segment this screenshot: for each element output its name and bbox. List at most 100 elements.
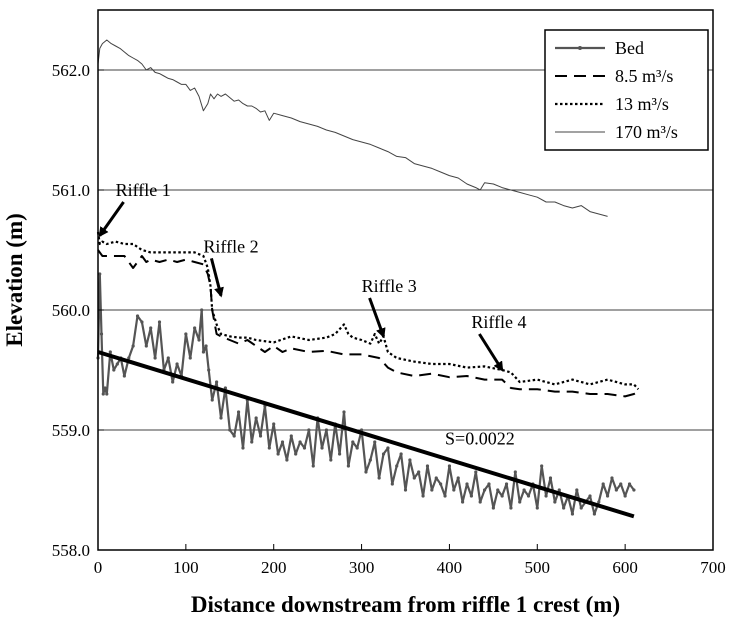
y-tick-label-0: 558.0 <box>52 541 90 560</box>
bed-point-1 <box>98 272 102 276</box>
plot-annotations: Riffle 1 Riffle 2 Riffle 3 Riffle 4 S=0.0022 <box>98 180 527 448</box>
annotation-arrow-0 <box>98 201 125 238</box>
x-axis-title: Distance downstream from riffle 1 crest … <box>191 592 620 617</box>
bed-point-119 <box>592 512 596 516</box>
x-tick-label-5: 500 <box>525 558 551 577</box>
trend-line <box>97 350 635 519</box>
bed-point-78 <box>412 476 416 480</box>
bed-point-58 <box>324 428 329 432</box>
bed-point-45 <box>267 446 271 450</box>
bed-point-127 <box>627 482 632 486</box>
bed-point-93 <box>478 500 482 504</box>
bed-point-85 <box>443 494 447 498</box>
bed-point-24 <box>184 332 188 336</box>
bed-point-28 <box>200 308 204 312</box>
bed-point-87 <box>452 488 456 492</box>
bed-point-59 <box>329 458 333 462</box>
bed-point-114 <box>570 512 575 516</box>
bed-point-30 <box>204 344 208 348</box>
bed-point-25 <box>188 356 192 360</box>
bed-point-83 <box>434 476 438 480</box>
bed-point-2 <box>99 332 104 336</box>
bed-point-42 <box>254 416 258 420</box>
bed-point-53 <box>302 446 307 450</box>
series-thin-line <box>97 39 608 217</box>
bed-point-88 <box>456 476 460 480</box>
bed-point-7 <box>112 368 116 372</box>
bed-point-122 <box>605 494 610 498</box>
bed-point-104 <box>526 494 531 498</box>
bed-point-33 <box>215 380 219 384</box>
bed-point-86 <box>447 464 452 468</box>
bed-point-126 <box>623 494 627 498</box>
bed-point-112 <box>562 506 566 510</box>
legend-label-1: 8.5 m³/s <box>615 66 673 86</box>
series-dotted-line <box>96 231 640 390</box>
x-tick-label-2: 200 <box>261 558 287 577</box>
annotation-arrow-3 <box>478 333 504 372</box>
plot-ticks: 0 100 200 300 400 500 600 700 558.0 559.0 560.0 561… <box>52 61 726 577</box>
bed-point-91 <box>469 494 473 498</box>
bed-point-75 <box>399 452 403 456</box>
x-tick-label-7: 700 <box>700 558 726 577</box>
bed-point-12 <box>131 344 135 348</box>
bed-point-97 <box>496 488 500 492</box>
bed-point-48 <box>280 440 285 444</box>
bed-point-124 <box>614 488 618 492</box>
bed-point-72 <box>386 446 390 450</box>
legend-label-2: 13 m³/s <box>615 94 669 114</box>
annotation-label-4: S=0.0022 <box>445 428 515 448</box>
bed-point-50 <box>289 434 293 438</box>
y-tick-label-1: 559.0 <box>52 421 90 440</box>
bed-point-107 <box>540 464 544 468</box>
legend-marker-0 <box>578 46 582 50</box>
bed-point-46 <box>272 422 276 426</box>
x-tick-label-4: 400 <box>437 558 463 577</box>
bed-point-94 <box>482 488 487 492</box>
bed-point-102 <box>518 500 522 504</box>
bed-point-100 <box>509 506 513 510</box>
bed-point-74 <box>395 464 399 468</box>
bed-point-120 <box>597 500 601 504</box>
annotation-arrow-1 <box>209 258 224 298</box>
bed-point-98 <box>500 494 504 498</box>
bed-point-95 <box>487 482 491 486</box>
bed-point-41 <box>250 440 254 444</box>
bed-point-27 <box>197 338 201 342</box>
bed-point-37 <box>232 434 236 438</box>
x-tick-label-0: 0 <box>94 558 103 577</box>
bed-point-89 <box>461 500 465 504</box>
bed-point-96 <box>491 506 495 510</box>
annotation-label-1: Riffle 2 <box>203 236 258 256</box>
series-dashed-line <box>97 249 639 398</box>
bed-point-101 <box>513 470 517 474</box>
y-tick-label-4: 562.0 <box>52 61 90 80</box>
bed-point-54 <box>307 428 311 432</box>
plot-series <box>96 39 640 519</box>
bed-point-80 <box>421 494 425 498</box>
bed-point-109 <box>548 476 553 480</box>
bed-point-36 <box>228 428 232 432</box>
annotation-label-2: Riffle 3 <box>362 276 417 296</box>
bed-point-70 <box>377 476 381 480</box>
bed-point-116 <box>579 506 583 510</box>
annotation-label-0: Riffle 1 <box>116 180 171 200</box>
bed-point-29 <box>201 350 206 354</box>
bed-point-106 <box>535 506 539 510</box>
bed-point-43 <box>258 434 263 438</box>
bed-point-21 <box>171 380 175 384</box>
bed-point-65 <box>355 446 359 450</box>
bed-point-82 <box>430 488 434 492</box>
bed-point-111 <box>557 488 561 492</box>
bed-point-76 <box>403 488 408 492</box>
x-tick-label-1: 100 <box>173 558 199 577</box>
legend: Bed 8.5 m³/s 13 m³/s 170 m³/s <box>544 29 709 151</box>
bed-point-99 <box>504 482 509 486</box>
plot-frame <box>97 9 714 551</box>
bed-point-31 <box>207 368 211 372</box>
legend-box <box>544 29 709 151</box>
bed-point-63 <box>346 464 350 468</box>
y-tick-label-2: 560.0 <box>52 301 90 320</box>
bed-point-14 <box>140 320 144 324</box>
